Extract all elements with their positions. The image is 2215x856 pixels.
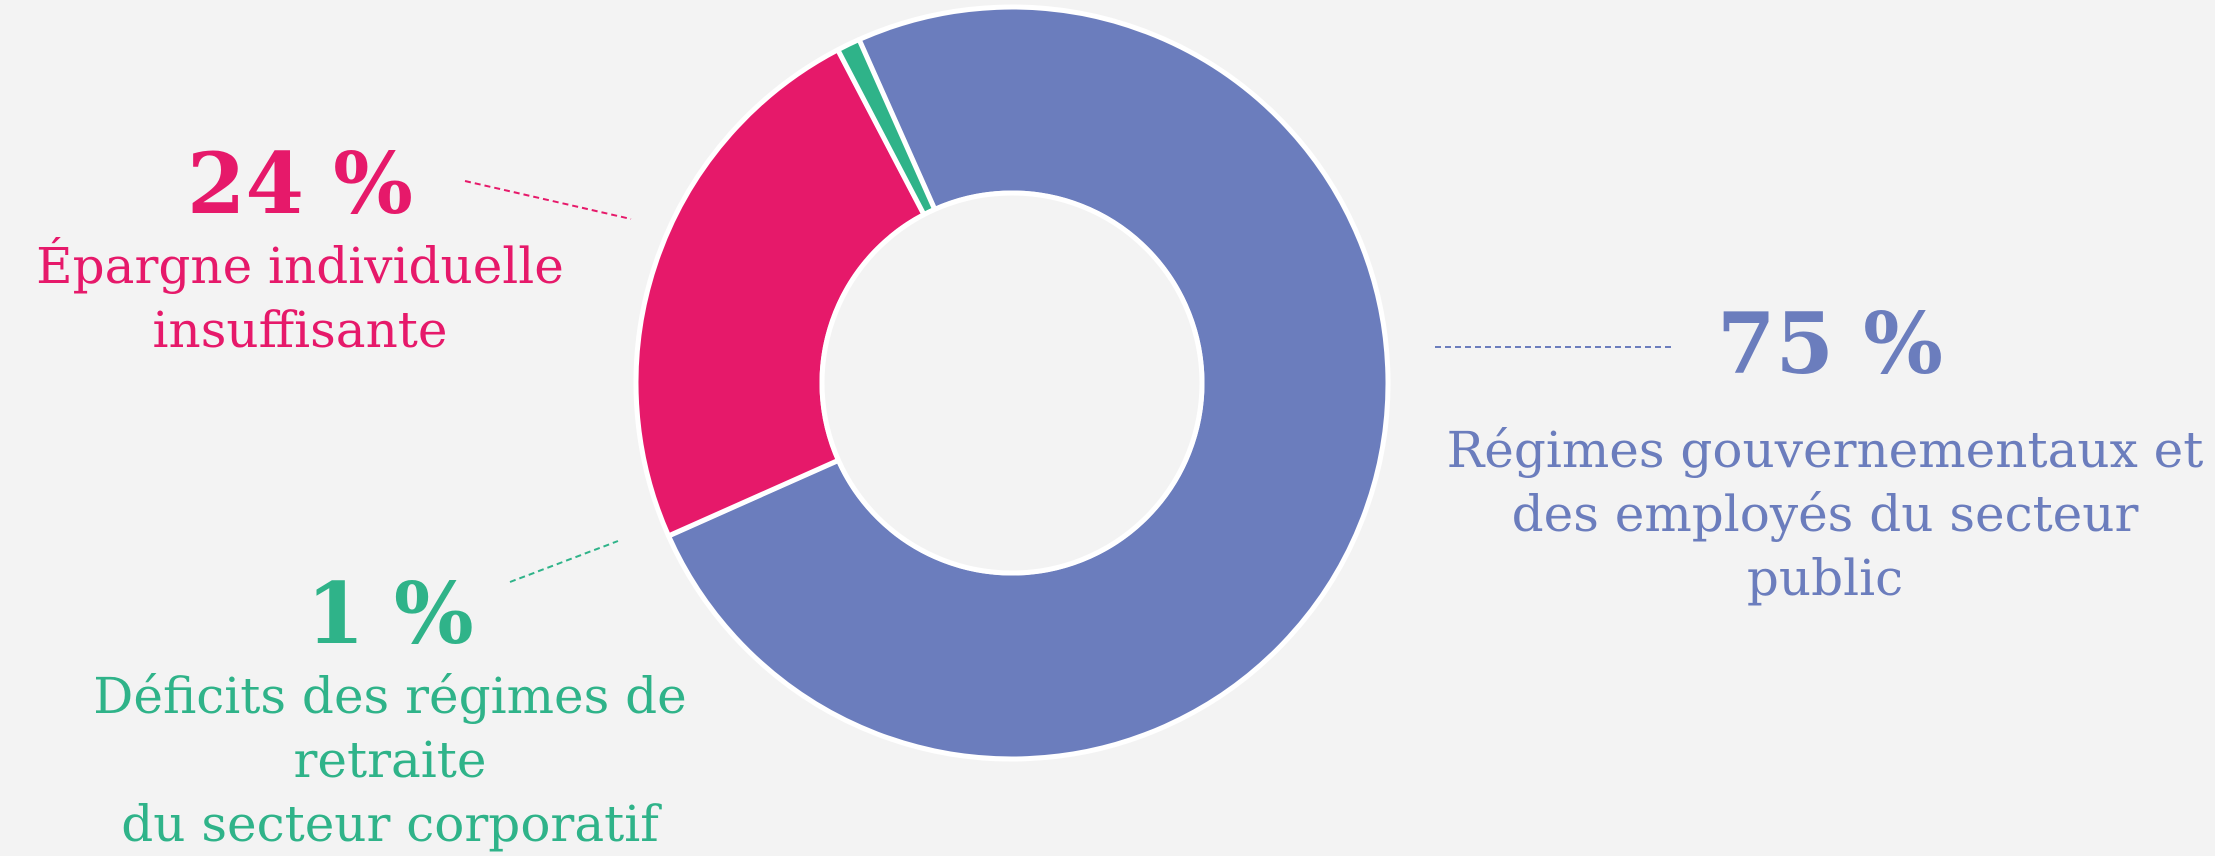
value-label-public: 75 %: [1717, 294, 1943, 393]
donut-hole: [819, 190, 1205, 576]
category-label-corporate-line2: du secteur corporatif: [121, 795, 659, 853]
data-label-public: 75 % Régimes gouvernementaux et des empl…: [1445, 302, 2205, 610]
category-label-public-line1: Régimes gouvernementaux et: [1446, 421, 2204, 479]
data-label-individual: 24 % Épargne individuelle insuffisante: [30, 142, 570, 362]
leader-line-individual: [464, 180, 632, 220]
value-label-corporate: 1 %: [306, 564, 474, 663]
donut-chart: [464, 4, 1675, 762]
data-label-corporate: 1 % Déficits des régimes de retraite du …: [0, 572, 780, 856]
category-label-public-line2: des employés du secteur public: [1511, 485, 2139, 607]
category-label-corporate-line1: Déficits des régimes de retraite: [93, 667, 687, 789]
category-label-individual-line2: insuffisante: [152, 301, 448, 359]
value-label-individual: 24 %: [187, 134, 413, 233]
category-label-individual-line1: Épargne individuelle: [36, 237, 564, 295]
